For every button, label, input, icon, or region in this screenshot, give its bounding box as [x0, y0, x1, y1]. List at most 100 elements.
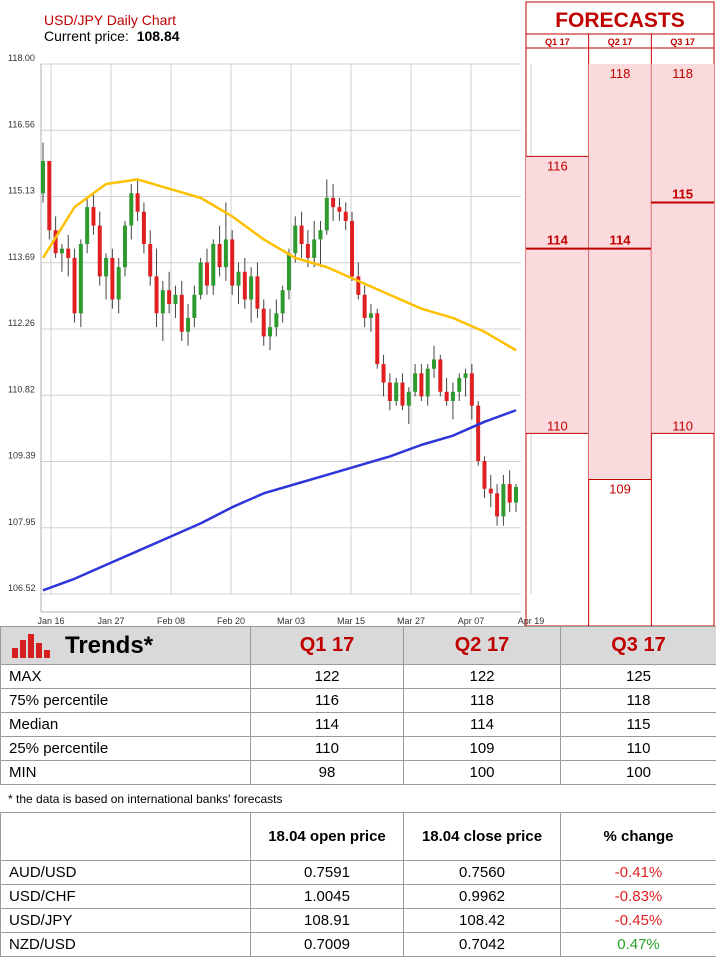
moving-average-line	[42, 409, 517, 592]
candle-body	[488, 488, 493, 494]
y-tick-label: 107.95	[8, 517, 36, 527]
candle-body	[362, 294, 367, 318]
rates-table: 18.04 open price 18.04 close price % cha…	[0, 812, 716, 957]
trends-cell: 122	[250, 664, 404, 689]
x-tick-label: Feb 08	[157, 616, 185, 626]
candlesticks	[41, 142, 518, 526]
y-tick-label: 118.00	[8, 53, 35, 63]
candle-body	[179, 294, 184, 332]
candle-body	[469, 373, 474, 406]
forecast-col-label: Q3 17	[670, 37, 695, 47]
x-tick-label: Apr 07	[458, 616, 485, 626]
candle-body	[242, 271, 247, 300]
candle-body	[116, 267, 121, 300]
trends-row: MIN 98 100 100	[0, 760, 716, 785]
forecast-p25-label: 109	[609, 482, 631, 497]
candle-body	[350, 220, 355, 277]
candle-body	[293, 225, 298, 254]
rates-row: USD/JPY 108.91 108.42 -0.45%	[0, 908, 716, 933]
trends-title-cell: Trends*	[0, 626, 251, 665]
candle-body	[299, 225, 304, 245]
candle-body	[122, 225, 127, 268]
candle-body	[413, 373, 418, 392]
forecast-median-label: 114	[610, 233, 632, 248]
trends-row: 25% percentile 110 109 110	[0, 736, 716, 761]
x-axis-ticks: Jan 16 Jan 27 Feb 08 Feb 20 Mar 03 Mar 15 Mar …	[37, 616, 544, 626]
candle-body	[356, 276, 361, 295]
trends-row-label: 25% percentile	[0, 736, 251, 761]
candle-body	[381, 364, 386, 383]
candle-body	[507, 484, 512, 503]
forecast-max-label: 118	[610, 66, 631, 81]
rates-header-row: 18.04 open price 18.04 close price % cha…	[0, 812, 716, 861]
chart-grid	[40, 63, 532, 613]
candle-body	[173, 294, 178, 305]
trends-cell: 116	[250, 688, 404, 713]
forecast-title: FORECASTS	[555, 9, 685, 32]
candle-body	[274, 313, 279, 328]
forecast-range-band	[526, 156, 589, 434]
trends-cell: 110	[250, 736, 404, 761]
candle-body	[495, 493, 500, 517]
candle-body	[337, 207, 342, 212]
trends-row: Median 114 114 115	[0, 712, 716, 737]
candle-body	[160, 290, 165, 314]
candle-body	[432, 359, 437, 369]
candle-body	[110, 257, 115, 300]
rates-pair-cell: USD/JPY	[0, 908, 251, 933]
trends-row-label: Median	[0, 712, 251, 737]
candle-body	[211, 244, 216, 286]
current-price-label: Current price:	[44, 28, 129, 44]
rates-open-cell: 0.7009	[250, 932, 404, 957]
rates-close-cell: 108.42	[403, 908, 561, 933]
rates-close-cell: 0.7042	[403, 932, 561, 957]
candle-body	[41, 160, 45, 194]
y-tick-label: 109.39	[8, 451, 36, 461]
trends-cell: 118	[403, 688, 561, 713]
candle-body	[223, 239, 228, 268]
y-axis-ticks: 118.00 116.56 115.13 113.69 112.26 110.82 109.…	[8, 53, 36, 593]
rates-close-cell: 0.7560	[403, 860, 561, 885]
candle-body	[85, 207, 90, 245]
candle-body	[406, 391, 411, 406]
candle-body	[343, 211, 348, 221]
candle-body	[331, 197, 336, 208]
rates-open-cell: 0.7591	[250, 860, 404, 885]
trends-footnote: * the data is based on international ban…	[8, 792, 283, 806]
forecast-p25-label: 110	[672, 418, 693, 433]
candle-body	[135, 193, 140, 212]
candle-body	[280, 290, 285, 314]
forecast-panel: FORECASTS Q1 17 116 114 110 Q2 17 118 114 109 Q3 …	[525, 1, 715, 626]
trends-cell: 110	[560, 736, 716, 761]
trends-row-label: MAX	[0, 664, 251, 689]
trends-cell: 115	[560, 712, 716, 737]
y-tick-label: 115.13	[8, 186, 35, 196]
candle-body	[53, 230, 58, 254]
candle-body	[387, 382, 392, 402]
candle-body	[476, 405, 481, 462]
y-tick-label: 113.69	[8, 252, 35, 262]
candle-body	[318, 230, 323, 240]
candle-body	[148, 244, 153, 277]
trends-cell: 100	[403, 760, 561, 785]
trends-cell: 114	[250, 712, 404, 737]
trends-header-q3: Q3 17	[560, 626, 716, 665]
candle-body	[482, 461, 487, 489]
y-tick-label: 116.56	[8, 119, 35, 129]
trends-table: Trends* Q1 17 Q2 17 Q3 17 MAX 122 122 125 75…	[0, 626, 716, 785]
candle-body	[324, 197, 329, 231]
forecast-median-label: 115	[672, 187, 693, 202]
candle-body	[91, 207, 96, 226]
usdjpy-chart: 118.00 116.56 115.13 113.69 112.26 110.82 109.…	[8, 1, 715, 626]
rates-row: AUD/USD 0.7591 0.7560 -0.41%	[0, 860, 716, 885]
trends-cell: 109	[403, 736, 561, 761]
candle-body	[463, 373, 468, 378]
rates-header-change: % change	[560, 812, 716, 861]
trends-header-q1: Q1 17	[250, 626, 404, 665]
rates-row: NZD/USD 0.7009 0.7042 0.47%	[0, 932, 716, 957]
current-price-value: 108.84	[137, 28, 180, 44]
candle-body	[394, 382, 399, 402]
moving-average-lines	[41, 178, 517, 592]
trends-row-label: 75% percentile	[0, 688, 251, 713]
x-tick-label: Mar 27	[397, 616, 425, 626]
